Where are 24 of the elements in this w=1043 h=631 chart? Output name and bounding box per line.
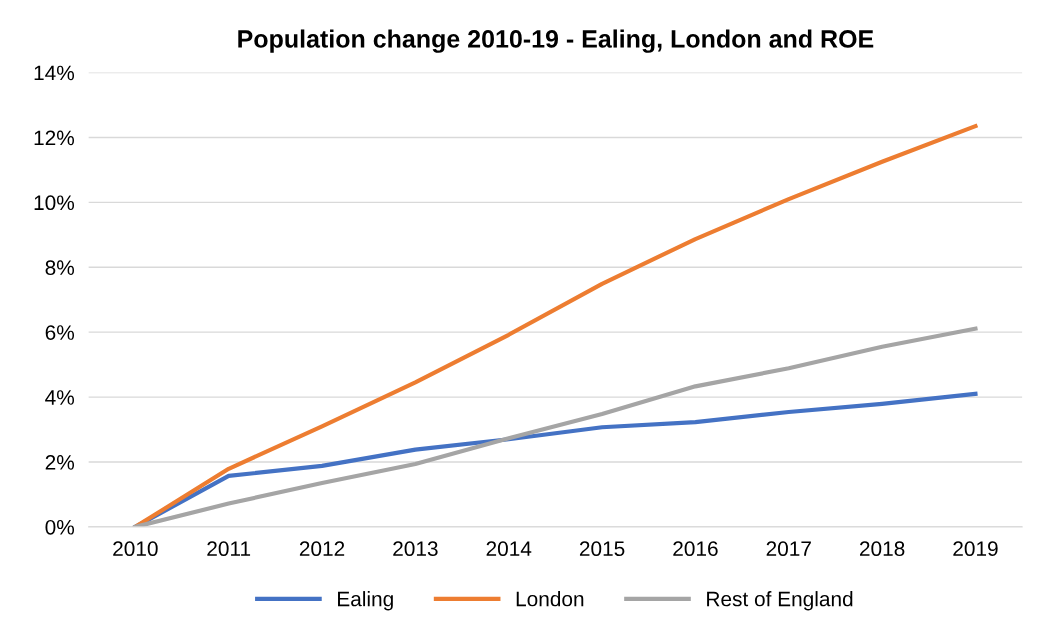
x-tick-label: 2016 — [673, 541, 718, 557]
y-tick-label: 2% — [45, 454, 75, 470]
x-tick-label: 2017 — [766, 541, 811, 557]
y-tick-label: 6% — [45, 325, 75, 340]
x-tick-label: 2014 — [486, 541, 532, 557]
x-tick-label: 2011 — [207, 541, 251, 557]
x-tick-label: 2019 — [953, 541, 998, 557]
y-tick-label: 0% — [45, 519, 75, 535]
legend-label: Rest of England — [707, 591, 853, 611]
chart-title: Population change 2010-19 - Ealing, London and ROE — [238, 29, 874, 53]
y-tick-label: 10% — [34, 195, 75, 211]
x-tick-label: 2010 — [113, 541, 158, 557]
x-tick-label: 2018 — [859, 541, 905, 557]
legend-label: London — [516, 591, 584, 607]
x-tick-label: 2015 — [579, 541, 625, 557]
line-series — [133, 124, 978, 527]
y-tick-label: 14% — [34, 65, 75, 81]
y-tick-label: 12% — [34, 130, 75, 146]
legend-label: Ealing — [338, 591, 393, 611]
y-tick-label: 4% — [45, 390, 75, 405]
x-tick-label: 2013 — [393, 541, 438, 557]
line-series — [133, 326, 978, 527]
y-tick-label: 8% — [45, 260, 75, 276]
x-tick-label: 2012 — [299, 541, 345, 557]
